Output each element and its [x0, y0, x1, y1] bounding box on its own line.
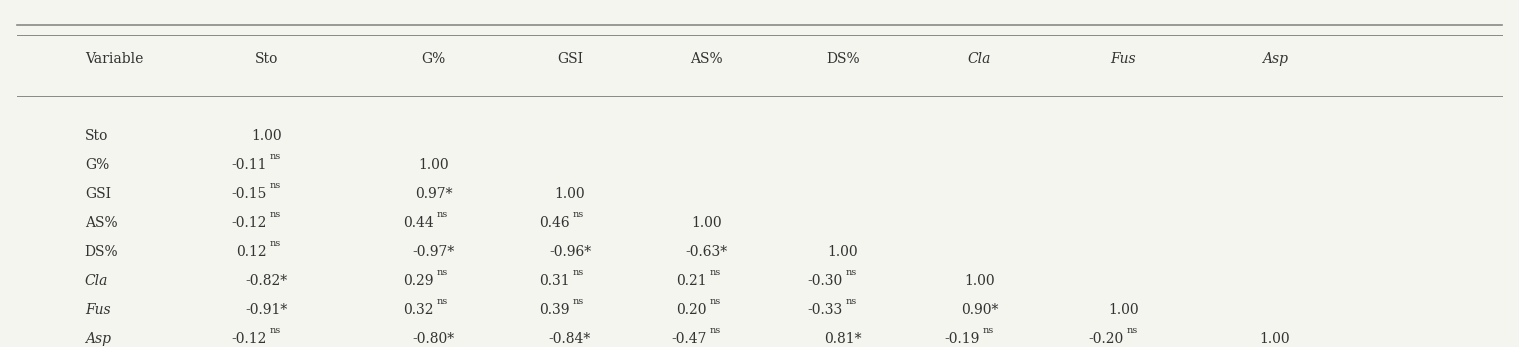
Text: GSI: GSI	[85, 187, 111, 201]
Text: 1.00: 1.00	[418, 158, 448, 172]
Text: Cla: Cla	[968, 52, 990, 66]
Text: ns: ns	[709, 268, 720, 277]
Text: Sto: Sto	[255, 52, 278, 66]
Text: -0.82*: -0.82*	[246, 274, 287, 288]
Text: -0.19: -0.19	[943, 332, 980, 346]
Text: ns: ns	[709, 326, 720, 335]
Text: DS%: DS%	[85, 245, 118, 259]
Text: ns: ns	[983, 326, 993, 335]
Text: 0.20: 0.20	[676, 303, 706, 317]
Text: DS%: DS%	[826, 52, 860, 66]
Text: -0.80*: -0.80*	[413, 332, 454, 346]
Text: 0.31: 0.31	[539, 274, 570, 288]
Text: -0.20: -0.20	[1088, 332, 1124, 346]
Text: Asp: Asp	[1262, 52, 1288, 66]
Text: Fus: Fus	[1110, 52, 1136, 66]
Text: -0.97*: -0.97*	[412, 245, 454, 259]
Text: -0.91*: -0.91*	[246, 303, 289, 317]
Text: 0.44: 0.44	[403, 216, 433, 230]
Text: 0.21: 0.21	[676, 274, 706, 288]
Text: ns: ns	[846, 268, 857, 277]
Text: ns: ns	[1127, 326, 1138, 335]
Text: 1.00: 1.00	[965, 274, 995, 288]
Text: ns: ns	[573, 297, 585, 306]
Text: ns: ns	[573, 210, 585, 219]
Text: AS%: AS%	[85, 216, 117, 230]
Text: -0.11: -0.11	[231, 158, 267, 172]
Text: AS%: AS%	[690, 52, 723, 66]
Text: -0.47: -0.47	[671, 332, 706, 346]
Text: ns: ns	[573, 268, 585, 277]
Text: 0.32: 0.32	[403, 303, 433, 317]
Text: -0.15: -0.15	[231, 187, 267, 201]
Text: ns: ns	[270, 210, 281, 219]
Text: 0.39: 0.39	[539, 303, 570, 317]
Text: -0.12: -0.12	[231, 332, 267, 346]
Text: G%: G%	[85, 158, 109, 172]
Text: 1.00: 1.00	[691, 216, 722, 230]
Text: ns: ns	[270, 326, 281, 335]
Text: -0.84*: -0.84*	[548, 332, 591, 346]
Text: 1.00: 1.00	[252, 129, 283, 143]
Text: ns: ns	[270, 239, 281, 248]
Text: -0.63*: -0.63*	[685, 245, 728, 259]
Text: ns: ns	[436, 297, 448, 306]
Text: 1.00: 1.00	[1107, 303, 1139, 317]
Text: ns: ns	[270, 152, 281, 161]
Text: -0.96*: -0.96*	[548, 245, 591, 259]
Text: -0.33: -0.33	[808, 303, 843, 317]
Text: ns: ns	[436, 268, 448, 277]
Text: 1.00: 1.00	[554, 187, 585, 201]
Text: Variable: Variable	[85, 52, 143, 66]
Text: 0.97*: 0.97*	[415, 187, 453, 201]
Text: 1.00: 1.00	[828, 245, 858, 259]
Text: Fus: Fus	[85, 303, 111, 317]
Text: -0.30: -0.30	[808, 274, 843, 288]
Text: 0.12: 0.12	[235, 245, 267, 259]
Text: G%: G%	[421, 52, 445, 66]
Text: Sto: Sto	[85, 129, 108, 143]
Text: 0.29: 0.29	[403, 274, 433, 288]
Text: 0.46: 0.46	[539, 216, 570, 230]
Text: 0.81*: 0.81*	[825, 332, 861, 346]
Text: -0.12: -0.12	[231, 216, 267, 230]
Text: ns: ns	[846, 297, 857, 306]
Text: ns: ns	[270, 181, 281, 190]
Text: Asp: Asp	[85, 332, 111, 346]
Text: ns: ns	[709, 297, 720, 306]
Text: 0.90*: 0.90*	[960, 303, 998, 317]
Text: GSI: GSI	[557, 52, 583, 66]
Text: 1.00: 1.00	[1259, 332, 1290, 346]
Text: ns: ns	[436, 210, 448, 219]
Text: Cla: Cla	[85, 274, 108, 288]
